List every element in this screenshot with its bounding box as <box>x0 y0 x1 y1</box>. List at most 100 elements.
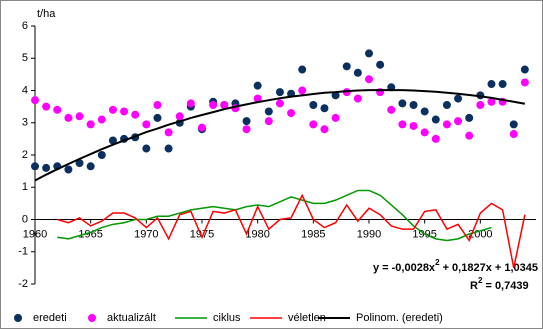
y-tick-label: 0 <box>22 213 28 225</box>
y-tick-label: 4 <box>22 84 28 96</box>
y-tick-label: 2 <box>22 149 28 161</box>
legend-label: eredeti <box>33 312 67 324</box>
r2-text: R <box>470 280 478 292</box>
data-point <box>31 96 39 105</box>
series-line <box>34 89 526 182</box>
data-point <box>164 144 173 153</box>
legend-label: ciklus <box>213 312 241 324</box>
y-tick-label: -1 <box>18 246 28 258</box>
data-point <box>320 104 329 113</box>
y-axis-label: t/ha <box>37 8 56 20</box>
data-point <box>420 128 429 137</box>
equation-text: y = -0,0028x <box>373 262 436 274</box>
x-tick-label: 1975 <box>190 228 214 240</box>
data-point <box>253 81 262 90</box>
data-point <box>264 107 273 116</box>
data-point <box>42 102 51 111</box>
data-point <box>398 120 407 129</box>
legend-marker <box>88 314 96 322</box>
data-point <box>487 97 496 106</box>
r2-sup: 2 <box>478 276 483 285</box>
x-tick-label: 1965 <box>78 228 102 240</box>
data-point <box>198 123 206 132</box>
data-point <box>376 60 385 69</box>
data-point <box>142 144 151 153</box>
r-squared: R2 = 0,7439 <box>470 276 529 292</box>
data-point <box>86 120 95 129</box>
y-tick-label: 1 <box>22 181 28 193</box>
r2-rest: = 0,7439 <box>482 280 528 292</box>
y-tick-label: 3 <box>22 117 28 129</box>
data-point <box>275 99 284 108</box>
y-tick-label: -2 <box>18 278 28 290</box>
data-point <box>420 107 429 116</box>
data-point <box>153 101 162 110</box>
data-point <box>75 159 84 168</box>
data-point <box>86 162 95 171</box>
x-tick-label: 2000 <box>468 228 492 240</box>
data-point <box>108 136 117 145</box>
data-point <box>487 80 496 89</box>
data-point <box>442 101 451 110</box>
x-tick-label: 1985 <box>301 228 325 240</box>
data-point <box>64 165 73 174</box>
data-point <box>509 130 518 139</box>
data-point <box>175 112 184 121</box>
legend-label: Polinom. (eredeti) <box>356 312 443 324</box>
data-point <box>164 128 173 137</box>
data-point <box>353 94 362 103</box>
data-point <box>320 125 329 134</box>
equation-rest: + 0,1827x + 1,0345 <box>440 262 538 274</box>
data-point <box>220 101 229 110</box>
data-point <box>409 101 418 110</box>
data-point <box>454 94 463 103</box>
data-point <box>242 117 251 126</box>
x-tick-label: 1990 <box>357 228 381 240</box>
data-point <box>275 88 284 97</box>
data-point <box>331 113 340 122</box>
legend-label: aktualizált <box>107 312 156 324</box>
data-point <box>242 125 251 134</box>
data-point <box>108 105 117 114</box>
data-point <box>209 101 218 110</box>
data-point <box>498 80 507 89</box>
data-point <box>365 49 373 58</box>
series-line <box>57 193 526 269</box>
data-point <box>298 65 307 74</box>
data-point <box>287 109 296 118</box>
data-point <box>253 94 262 103</box>
data-point <box>309 120 318 129</box>
data-point <box>264 117 273 126</box>
data-point <box>309 101 318 110</box>
legend-label: véletlen <box>288 312 326 324</box>
data-point <box>75 112 84 121</box>
data-point <box>476 101 485 110</box>
data-point <box>509 120 518 129</box>
data-point <box>365 75 373 84</box>
data-point <box>409 121 418 130</box>
data-point <box>64 113 73 122</box>
data-point <box>31 162 39 171</box>
data-point <box>331 91 340 100</box>
data-point <box>342 62 351 71</box>
data-point <box>431 115 440 124</box>
data-point <box>120 107 129 116</box>
data-point <box>387 105 396 114</box>
legend-marker <box>14 314 22 322</box>
data-point <box>131 110 140 119</box>
data-point <box>465 131 474 140</box>
data-point <box>398 99 407 108</box>
data-point <box>353 68 362 77</box>
y-tick-label: 5 <box>22 52 28 64</box>
data-point <box>97 115 106 124</box>
data-point <box>142 120 151 129</box>
series-line <box>57 189 492 242</box>
data-point <box>520 65 529 74</box>
data-point <box>153 113 162 122</box>
data-point <box>42 163 51 172</box>
x-tick-label: 1980 <box>245 228 269 240</box>
data-point <box>454 117 463 126</box>
data-point <box>97 151 106 159</box>
data-point <box>442 120 451 129</box>
